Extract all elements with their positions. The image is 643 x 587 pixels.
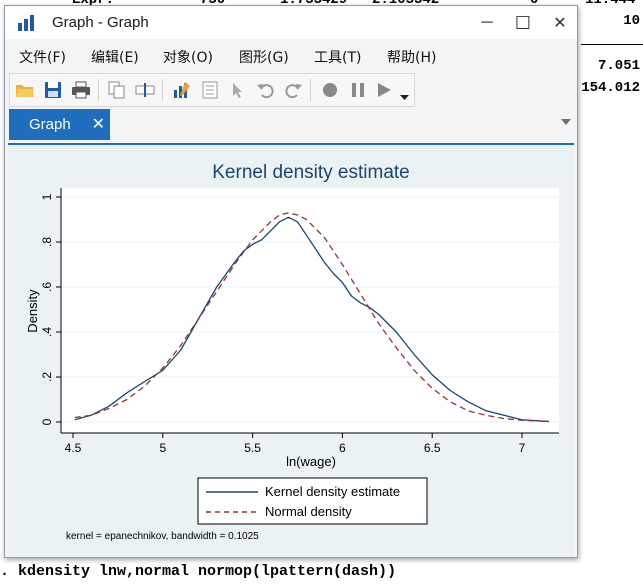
graph-window: Graph - Graph ─ ☐ ✕ 文件(F) 编辑(E) 对象(O) 图形… [4,5,578,558]
window-title: Graph - Graph [52,14,149,31]
chart-title: Kernel density estimate [212,162,410,183]
bg-value: 7.051 [597,58,640,74]
kde-series-line [74,216,549,422]
play-icon[interactable] [374,81,394,99]
bg-fragment: 0 [530,0,539,8]
title-bar[interactable]: Graph - Graph ─ ☐ ✕ [5,6,577,39]
x-tick-label: 5.5 [244,441,261,455]
bg-fragment: Expr. [72,0,115,8]
y-tick-label: .2 [40,372,54,382]
plot-region [61,188,559,433]
menu-graph[interactable]: 图形(G) [239,50,289,66]
dropdown-arrow-icon[interactable] [395,89,415,107]
tab-bar: Graph ✕ [5,107,577,141]
menu-file[interactable]: 文件(F) [19,50,66,66]
undo-icon[interactable] [256,81,276,99]
bg-fragment: 1.733429 [280,0,348,8]
legend: Kernel density estimate Normal density [197,477,428,525]
y-tick-label: .4 [40,327,54,337]
tab-list-dropdown-icon[interactable] [561,119,571,125]
y-tick-label: .6 [40,282,54,292]
kernel-density-chart: 0 .2 .4 .6 .8 1 4.5 5 5.5 6 6.5 7 Kernel density es… [8,145,574,555]
print-icon[interactable] [71,81,91,99]
x-tick-label: 6.5 [424,441,441,455]
bg-fragment: 11.444 [585,0,636,8]
tab-close-icon[interactable]: ✕ [91,116,105,133]
bg-value: 10 [623,13,640,29]
tab-graph[interactable]: Graph ✕ [9,109,110,140]
menu-help[interactable]: 帮助(H) [387,50,437,66]
copy-icon[interactable] [107,81,127,99]
y-tick-label: 0 [40,418,54,425]
record-icon[interactable] [320,81,340,99]
maximize-button[interactable]: ☐ [514,12,532,33]
graph-canvas: 0 .2 .4 .6 .8 1 4.5 5 5.5 6 6.5 7 Kernel density es… [8,143,574,557]
x-tick-label: 5 [159,441,166,455]
redo-icon[interactable] [283,81,303,99]
x-tick-label: 6 [339,441,346,455]
toolbar [9,73,415,107]
legend-kde-label: Kernel density estimate [265,484,400,499]
y-axis-label: Density [25,289,40,333]
x-tick-label: 7 [519,441,526,455]
bg-fragment: 730 [200,0,226,8]
x-axis-label: ln(wage) [286,454,336,469]
rename-icon[interactable] [135,81,155,99]
x-tick-label: 4.5 [65,441,82,455]
pointer-icon[interactable] [228,81,248,99]
toolbar-separator [162,79,163,101]
open-folder-icon[interactable] [15,81,35,99]
menu-object[interactable]: 对象(O) [163,50,213,66]
y-tick-label: .8 [40,237,54,247]
menu-tools[interactable]: 工具(T) [314,50,362,66]
close-button[interactable]: ✕ [553,15,567,32]
normal-series-line [74,212,549,423]
properties-icon[interactable] [200,81,220,99]
background-results-column: 10 7.051 154.012 [573,0,643,587]
bg-fragment: 2.103342 [372,0,440,8]
stata-graph-icon [18,15,38,31]
background-results-top: Expr. 730 1.733429 2.103342 0 11.444 [0,0,643,8]
toolbar-separator [310,79,311,101]
tab-label: Graph [29,116,71,133]
pause-icon[interactable] [348,81,368,99]
minimize-button[interactable]: ─ [481,14,493,31]
menu-edit[interactable]: 编辑(E) [91,50,139,66]
graph-editor-icon[interactable] [172,81,192,99]
toolbar-separator [98,79,99,101]
command-line: . kdensity lnw,normal normop(lpattern(da… [0,563,397,580]
bg-divider [581,44,643,45]
menu-bar: 文件(F) 编辑(E) 对象(O) 图形(G) 工具(T) 帮助(H) [5,43,577,69]
y-tick-label: 1 [40,193,54,200]
bg-value: 154.012 [581,80,640,96]
save-icon[interactable] [43,81,63,99]
chart-note: kernel = epanechnikov, bandwidth = 0.102… [66,531,259,542]
legend-normal-label: Normal density [265,504,352,519]
